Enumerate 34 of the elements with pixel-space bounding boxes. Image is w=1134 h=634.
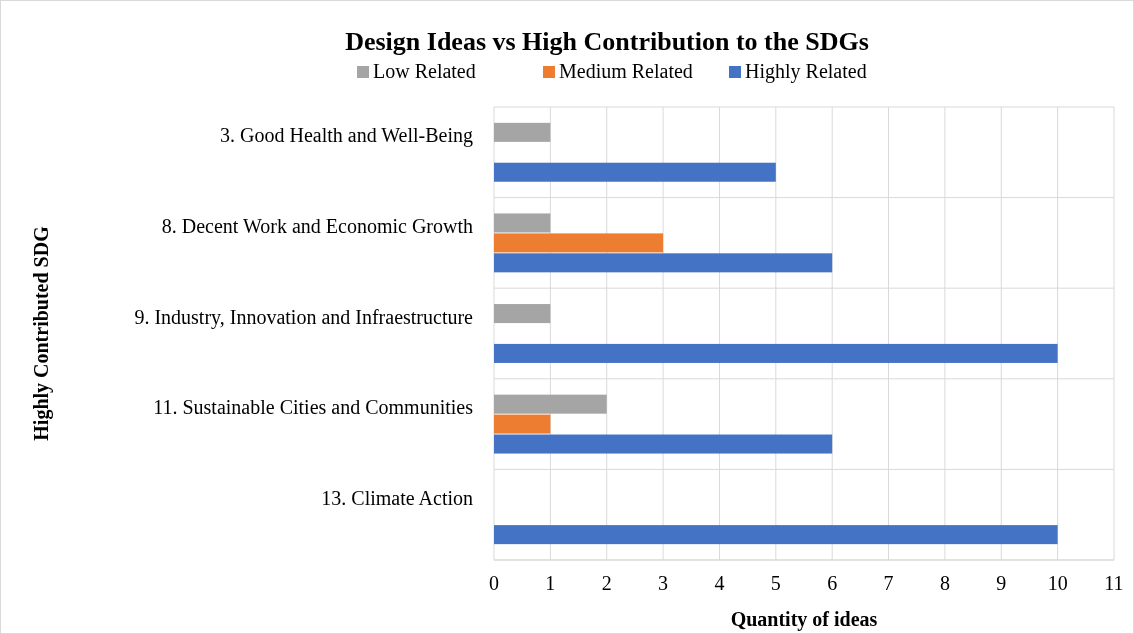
bar	[494, 233, 664, 253]
y-tick-label: 11. Sustainable Cities and Communities	[153, 396, 474, 419]
x-tick-label: 3	[658, 572, 669, 594]
bar	[494, 414, 551, 434]
x-tick-label: 6	[827, 572, 838, 594]
bar	[494, 213, 551, 233]
bar	[494, 122, 551, 142]
x-tick-label: 10	[1047, 572, 1068, 594]
y-tick-label: 13. Climate Action	[321, 486, 473, 509]
legend-label: Medium Related	[559, 60, 693, 82]
y-tick-label: 8. Decent Work and Economic Growth	[161, 214, 473, 237]
x-tick-label: 1	[545, 572, 556, 594]
y-axis-title: Highly Contributed SDG	[30, 225, 53, 441]
legend-label: Highly Related	[745, 60, 867, 83]
bar	[494, 343, 1058, 363]
y-tick-label: 3. Good Health and Well-Being	[220, 124, 473, 148]
y-tick-label: 9. Industry, Innovation and Infraestructure	[134, 305, 474, 329]
bar	[494, 394, 607, 414]
x-tick-label: 4	[714, 572, 725, 594]
bar	[494, 434, 833, 454]
bar	[494, 304, 551, 324]
bar	[494, 162, 776, 182]
x-tick-label: 7	[883, 572, 894, 594]
x-tick-label: 2	[601, 572, 612, 594]
chart-title: Design Ideas vs High Contribution to the SDGs	[345, 27, 869, 56]
legend-label: Low Related	[373, 60, 476, 82]
x-tick-label: 5	[770, 572, 781, 594]
bar	[494, 525, 1058, 545]
bar	[494, 253, 833, 273]
x-axis-title: Quantity of ideas	[730, 608, 878, 631]
x-tick-label: 8	[939, 572, 950, 594]
x-tick-label: 0	[489, 572, 499, 594]
x-tick-label: 11	[1104, 572, 1124, 594]
x-tick-label: 9	[996, 572, 1007, 594]
